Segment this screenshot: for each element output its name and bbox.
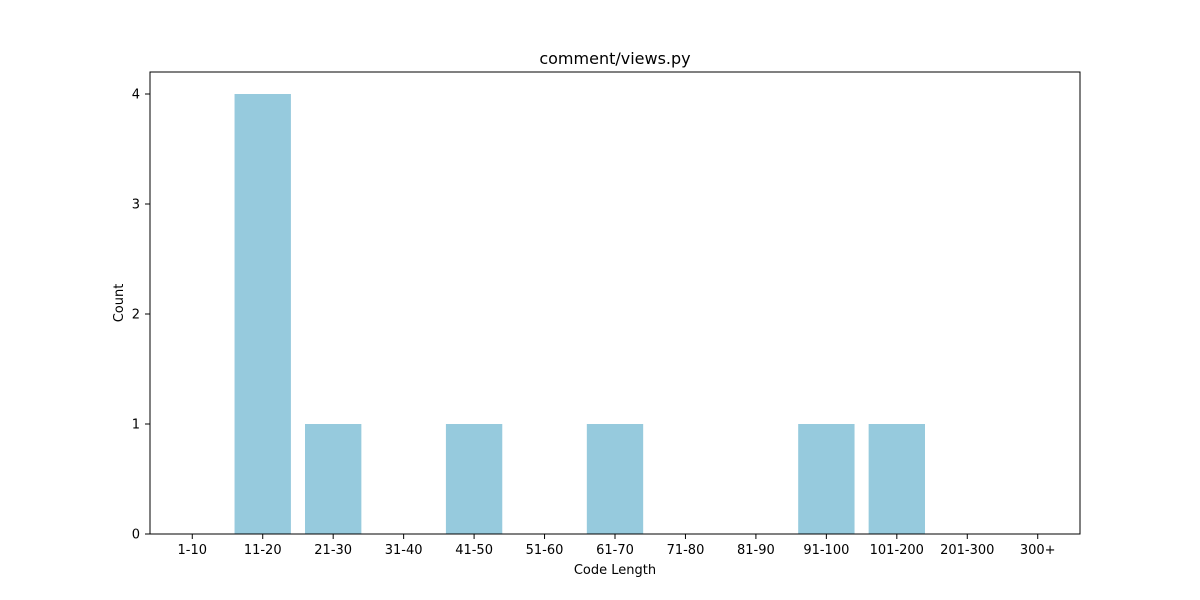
y-tick-label: 1 — [132, 418, 140, 433]
bar-101-200 — [868, 424, 925, 534]
x-tick-label: 51-60 — [526, 543, 564, 558]
x-tick-label: 1-10 — [178, 543, 208, 558]
x-tick-label: 201-300 — [940, 543, 994, 558]
x-tick-label: 300+ — [1020, 543, 1056, 558]
x-tick-label: 31-40 — [385, 543, 423, 558]
bar-61-70 — [586, 424, 644, 534]
bar-11-20 — [234, 94, 291, 534]
bar-21-30 — [305, 424, 362, 534]
x-axis: 1-10 11-20 21-30 31-40 41-50 51-60 61-70 71-80 8… — [178, 534, 1056, 558]
y-tick-label: 3 — [132, 198, 140, 213]
chart-title: comment/views.py — [539, 49, 690, 68]
bar-91-100 — [798, 424, 855, 534]
bars-layer — [234, 94, 925, 534]
x-tick-label: 61-70 — [596, 543, 634, 558]
bar-41-50 — [445, 424, 503, 534]
x-tick-label: 101-200 — [870, 543, 924, 558]
x-tick-label: 11-20 — [244, 543, 282, 558]
x-tick-label: 41-50 — [455, 543, 493, 558]
x-tick-label: 91-100 — [803, 543, 849, 558]
x-axis-label: Code Length — [574, 563, 656, 578]
x-tick-label: 81-90 — [737, 543, 775, 558]
y-tick-label: 0 — [132, 528, 140, 543]
y-axis: 0 1 2 3 4 — [132, 88, 150, 543]
y-axis-label: Count — [112, 284, 127, 323]
x-tick-label: 71-80 — [667, 543, 705, 558]
y-tick-label: 4 — [132, 88, 140, 103]
x-tick-label: 21-30 — [314, 543, 352, 558]
y-tick-label: 2 — [132, 308, 140, 323]
